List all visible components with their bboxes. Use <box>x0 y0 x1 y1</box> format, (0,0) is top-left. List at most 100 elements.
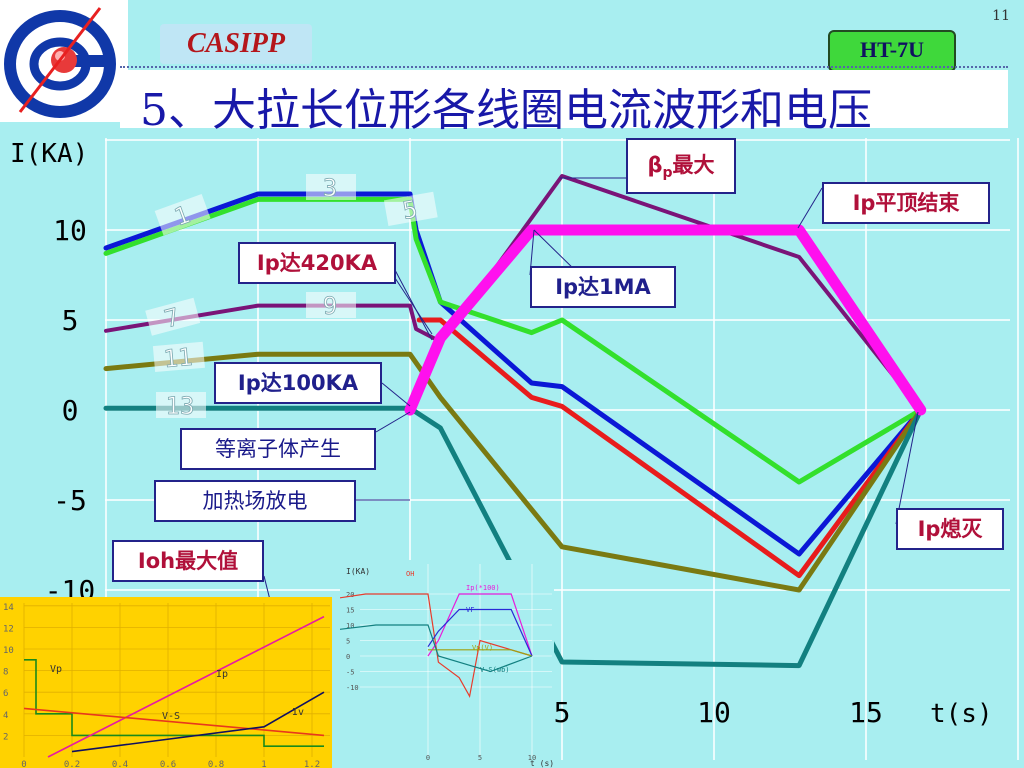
inset1-series-labels: Vp Ip V-S Iv <box>50 664 304 722</box>
inset-chart-vp-ip: 2 4 6 8 10 12 14 0 0.2 0.4 0.6 0.8 1 1.2 Vp Ip V-S Iv <box>0 597 332 768</box>
inset1-x-tick: 1 <box>261 760 266 768</box>
inset2-x-tick: 0 <box>426 754 430 762</box>
y-axis-label: I(KA) <box>10 139 88 169</box>
inset1-y-tick: 12 <box>3 624 14 634</box>
inset2-y-tick: -5 <box>346 669 354 677</box>
series-line-6 <box>404 224 927 416</box>
x-axis-label: t(s) <box>930 699 993 729</box>
inset1-x-tick: 0.4 <box>112 760 128 768</box>
inset1-grid <box>23 603 330 757</box>
inset1-tick-labels: 2 4 6 8 10 12 14 0 0.2 0.4 0.6 0.8 1 1.2 <box>3 603 320 768</box>
inset1-series-0 <box>24 659 324 747</box>
y-tick-label: 0 <box>62 394 79 427</box>
curve-label-bg <box>306 292 356 318</box>
inset2-y-tick: 5 <box>346 638 350 646</box>
curve-label-bg <box>156 392 206 418</box>
inset2-x-tick: 10 <box>528 754 536 762</box>
callout-beta-p-text: 最大 <box>672 153 715 177</box>
inset1-series-label: Vp <box>50 664 62 675</box>
callout-pointers <box>263 177 919 601</box>
inset2-y-tick: 0 <box>346 653 350 661</box>
inset2-y-tick: 20 <box>346 591 354 599</box>
curve-label-3: 3 <box>323 174 337 202</box>
callout-pointer <box>394 269 433 341</box>
curve-label-5: 5 <box>400 195 419 225</box>
inset2-series-label: Ip(*100) <box>466 584 500 592</box>
callout-ioh-max: Ioh最大值 <box>112 540 264 582</box>
inset2-y-tick: 15 <box>346 607 354 615</box>
inset1-series-label: V-S <box>162 711 180 722</box>
curve-label-bg <box>383 191 438 226</box>
callout-pointer <box>797 187 823 229</box>
inset2-series-4 <box>340 624 533 673</box>
x-tick-label: 15 <box>849 696 883 729</box>
inset1-y-tick: 10 <box>3 646 14 656</box>
series-line-4 <box>103 351 924 593</box>
inset1-y-tick: 4 <box>3 711 8 721</box>
y-tick-label: 10 <box>53 214 87 247</box>
callout-heating: 加热场放电 <box>154 480 356 522</box>
page-number: 11 <box>992 8 1010 24</box>
casipp-label: CASIPP <box>160 24 312 64</box>
callout-ip-quench: Ip熄灭 <box>896 508 1004 550</box>
y-tick-label: -5 <box>53 484 87 517</box>
callout-pointer <box>895 411 919 525</box>
curve-label-bg <box>306 174 356 200</box>
inset1-lines <box>23 615 325 758</box>
inset2-series-labels: OH Ip(*100) VF Vp(V) V-S(wb) <box>406 570 510 674</box>
inset2-x-tick: 5 <box>478 754 482 762</box>
curve-label-11: 11 <box>162 343 193 373</box>
callout-beta-p-sub: p <box>662 165 673 182</box>
inset2-series-3 <box>428 649 533 657</box>
slide-title: 5、大拉长位形各线圈电流波形和电压 <box>140 85 872 136</box>
inset1-x-tick: 0.8 <box>208 760 224 768</box>
inset1-series-1 <box>47 615 325 758</box>
inset1-series-2 <box>23 707 325 737</box>
curve-label-bg <box>145 297 201 336</box>
curve-label-9: 9 <box>323 292 337 320</box>
inset2-series-2 <box>427 608 533 657</box>
inset1-y-tick: 6 <box>3 689 8 699</box>
inset1-y-tick: 2 <box>3 732 8 742</box>
inset1-x-tick: 0.2 <box>64 760 80 768</box>
callout-ip-1ma: Ip达1MA <box>530 266 676 308</box>
inset2-series-label: OH <box>406 570 414 578</box>
callout-plasma: 等离子体产生 <box>180 428 376 470</box>
inset2-y-tick: 10 <box>346 622 354 630</box>
title-divider <box>120 66 1008 68</box>
inset1-x-tick: 0 <box>21 760 26 768</box>
callout-pointer <box>263 575 271 601</box>
curve-label-bg <box>154 193 211 236</box>
inset1-series-label: Ip <box>216 669 228 680</box>
callout-ip-100ka: Ip达100KA <box>214 362 382 404</box>
x-tick-label: 5 <box>554 696 571 729</box>
institute-logo <box>0 0 128 122</box>
inset1-y-tick: 8 <box>3 668 8 678</box>
callout-pointer <box>381 382 411 407</box>
inset1-x-tick: 1.2 <box>304 760 320 768</box>
inset2-x-label: t (s) <box>530 759 554 768</box>
inset1-series-label: Iv <box>292 707 304 718</box>
inset2-y-tick: -10 <box>346 684 359 692</box>
curve-label-bg <box>152 341 205 373</box>
callout-ip-420ka: Ip达420KA <box>238 242 396 284</box>
inset1-series-3 <box>71 691 325 753</box>
inset2-lines <box>340 593 533 699</box>
title-background <box>120 70 1008 128</box>
y-tick-label: 5 <box>62 304 79 337</box>
callout-pointer <box>394 277 433 335</box>
inset2-series-label: VF <box>466 606 474 614</box>
callout-ip-flat-end: Ip平顶结束 <box>822 182 990 224</box>
x-tick-label: 10 <box>697 696 731 729</box>
callout-beta-p-symbol: β <box>647 153 663 177</box>
inset1-x-tick: 0.6 <box>160 760 176 768</box>
series-line-5 <box>103 405 924 669</box>
series-line-1 <box>416 317 924 579</box>
inset2-y-label: I(KA) <box>346 567 370 576</box>
inset2-series-label: Vp(V) <box>472 644 493 652</box>
